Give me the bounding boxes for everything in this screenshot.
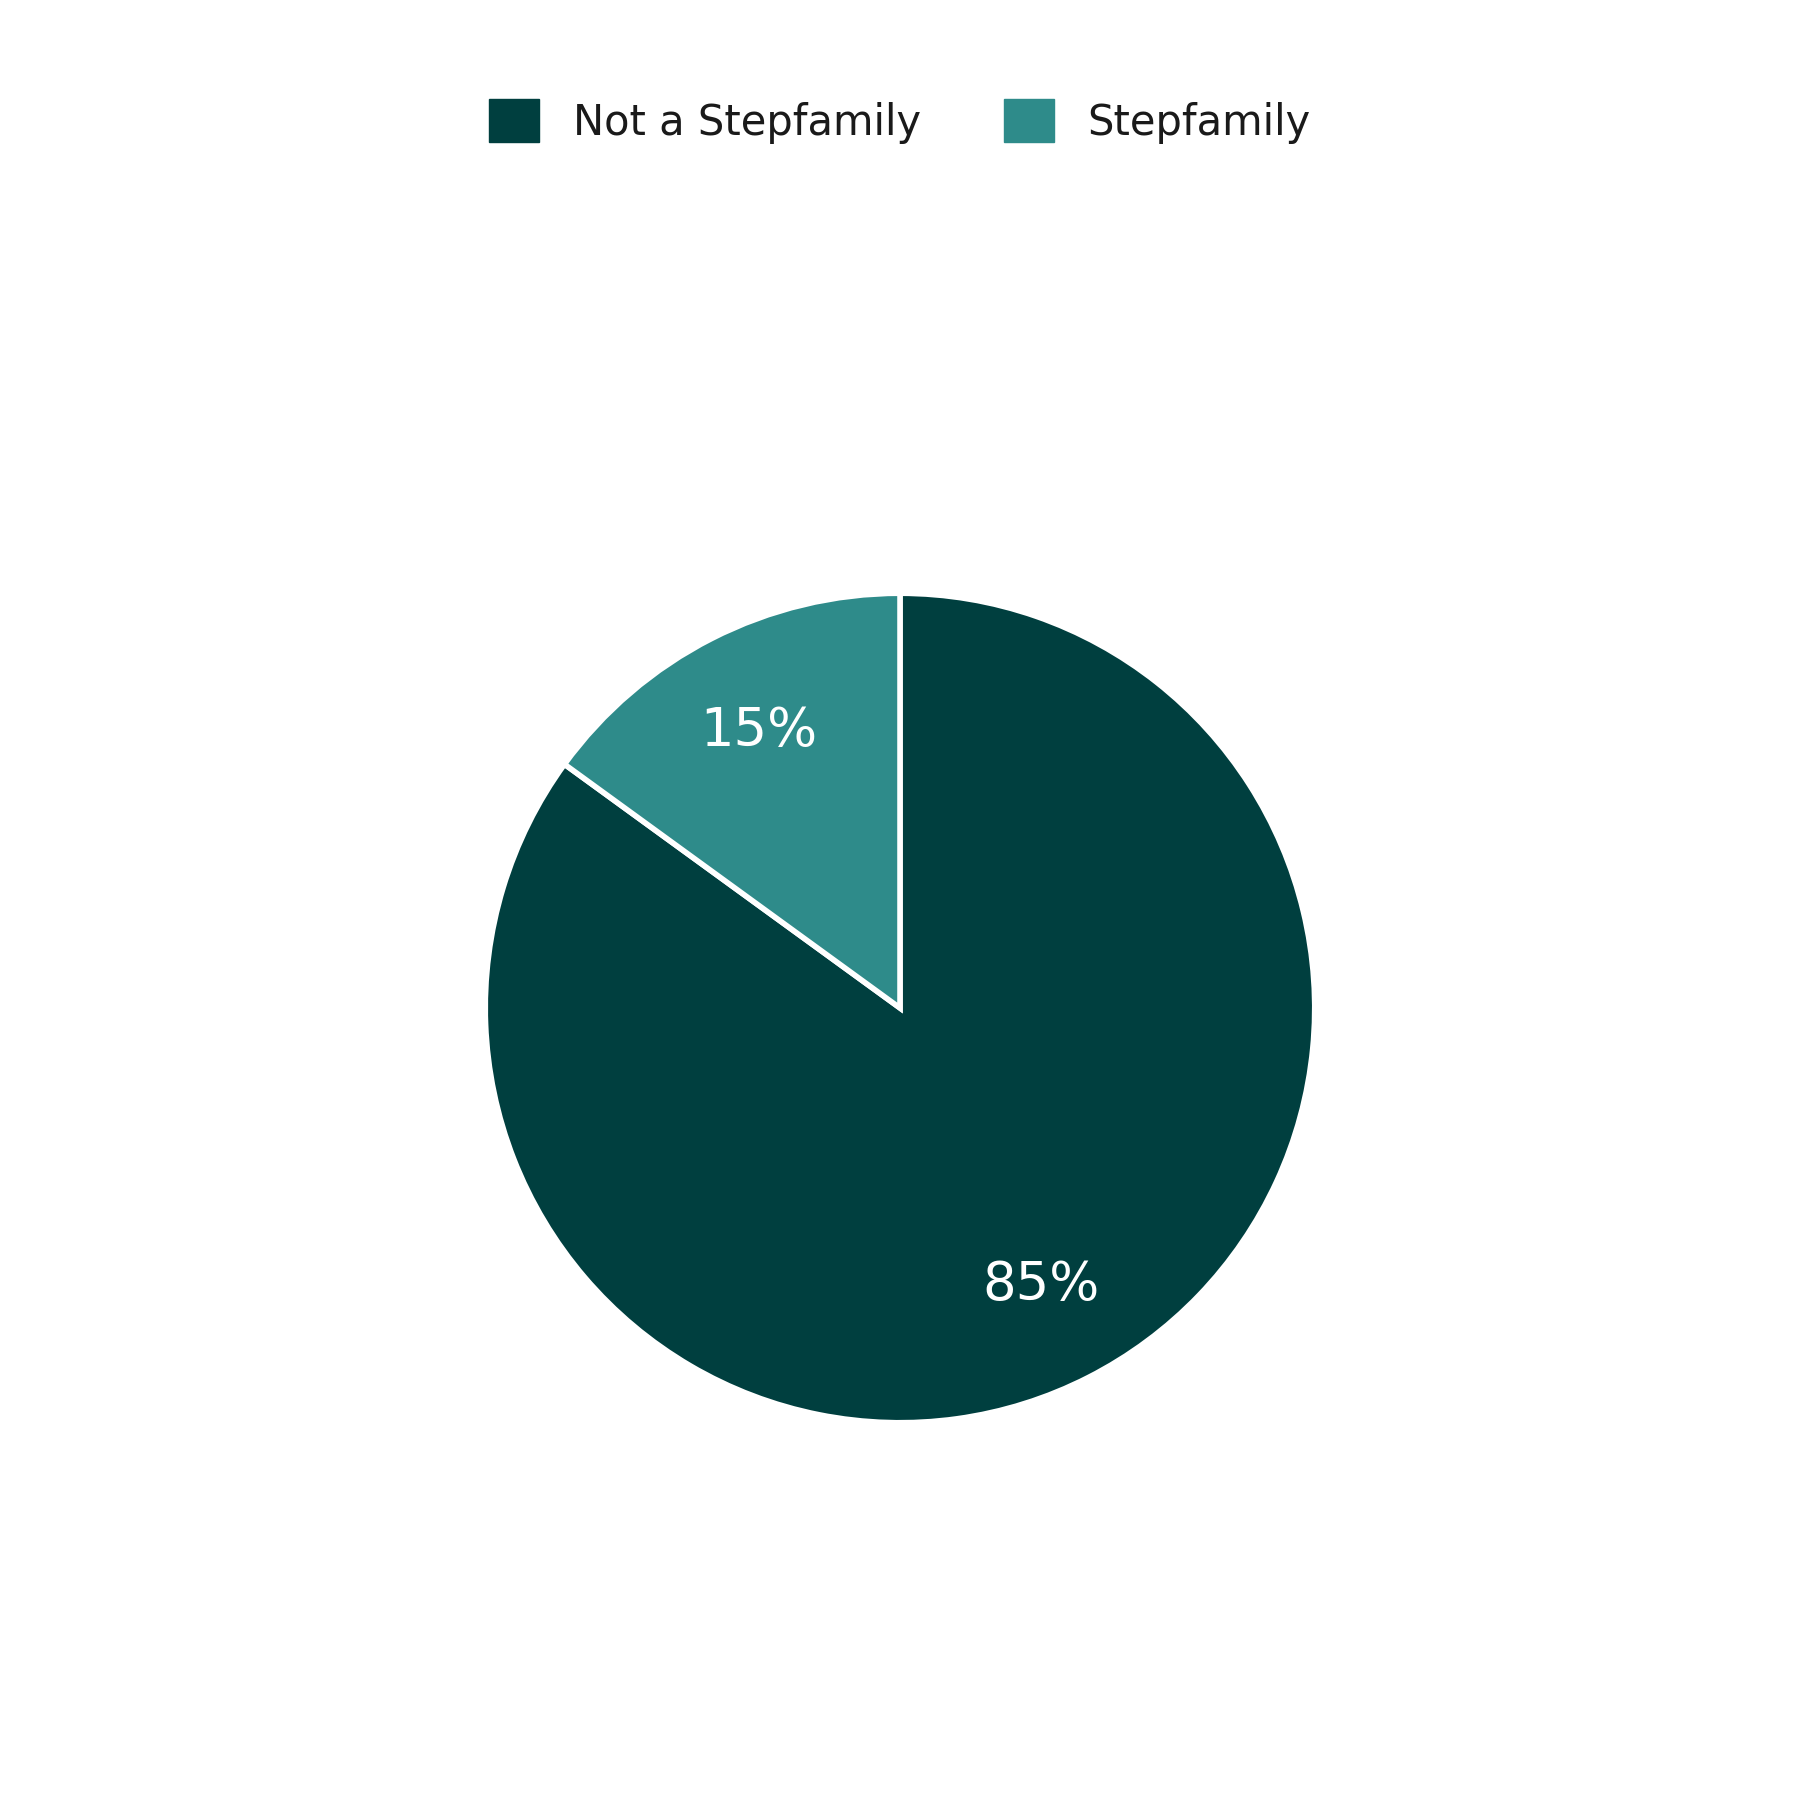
Wedge shape — [486, 594, 1314, 1422]
Text: 85%: 85% — [983, 1260, 1100, 1310]
Wedge shape — [565, 594, 900, 1008]
Legend: Not a Stepfamily, Stepfamily: Not a Stepfamily, Stepfamily — [468, 79, 1332, 164]
Text: 15%: 15% — [700, 706, 817, 756]
